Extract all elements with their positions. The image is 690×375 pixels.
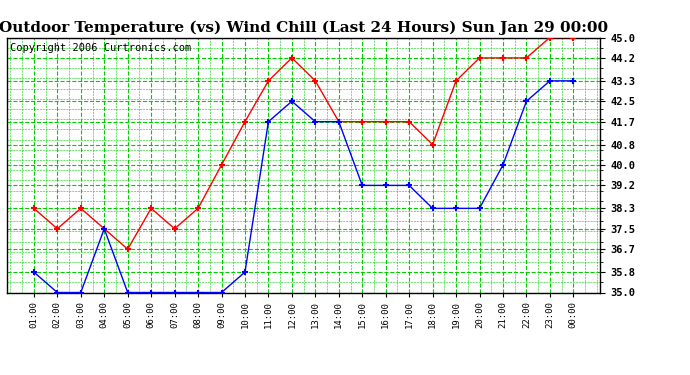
Title: Outdoor Temperature (vs) Wind Chill (Last 24 Hours) Sun Jan 29 00:00: Outdoor Temperature (vs) Wind Chill (Las…	[0, 21, 608, 35]
Text: Copyright 2006 Curtronics.com: Copyright 2006 Curtronics.com	[10, 43, 191, 52]
